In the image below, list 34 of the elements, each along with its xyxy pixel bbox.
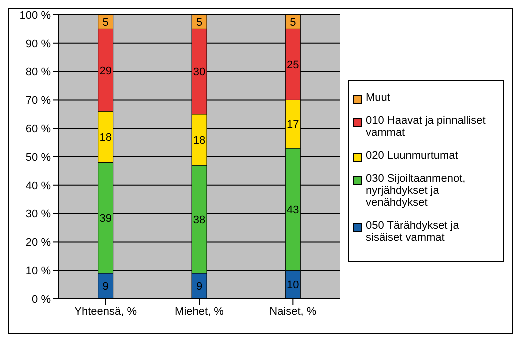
data-label: 5 bbox=[196, 17, 203, 30]
legend-label: 030 Sijoiltaanmenot, nyrjähdykset ja venähdykset bbox=[366, 173, 467, 209]
x-tick-label: Naiset, % bbox=[270, 306, 317, 318]
y-tick-label: 70 % bbox=[26, 95, 52, 108]
y-tick-label: 100 % bbox=[20, 10, 52, 22]
x-tick-label: Miehet, % bbox=[175, 306, 224, 318]
legend-label: 010 Haavat ja pinnalliset vammat bbox=[366, 115, 487, 139]
data-label: 25 bbox=[287, 60, 300, 72]
data-label: 5 bbox=[102, 17, 109, 30]
y-tick-label: 90 % bbox=[26, 38, 52, 50]
data-label: 43 bbox=[287, 204, 300, 216]
data-label: 17 bbox=[287, 119, 300, 132]
y-tick-label: 0 % bbox=[32, 294, 52, 306]
data-label: 18 bbox=[193, 134, 206, 147]
data-label: 30 bbox=[193, 66, 206, 79]
data-label: 5 bbox=[290, 17, 296, 30]
x-tick-label: Yhteensä, % bbox=[74, 306, 138, 318]
data-label: 9 bbox=[102, 281, 109, 294]
y-tick-label: 50 % bbox=[26, 152, 52, 164]
y-tick-label: 60 % bbox=[26, 124, 52, 136]
y-tick-label: 20 % bbox=[26, 237, 52, 250]
data-label: 9 bbox=[196, 281, 203, 294]
data-label: 38 bbox=[193, 214, 206, 226]
y-tick-label: 40 % bbox=[26, 180, 52, 192]
y-tick-label: 10 % bbox=[26, 266, 52, 278]
legend-label: Muut bbox=[366, 92, 390, 104]
y-tick-label: 80 % bbox=[26, 66, 52, 79]
data-label: 39 bbox=[100, 212, 112, 225]
data-label: 29 bbox=[100, 65, 112, 78]
data-label: 18 bbox=[100, 132, 112, 144]
data-label: 10 bbox=[287, 280, 300, 292]
y-tick-label: 30 % bbox=[26, 208, 52, 221]
legend-label: 020 Luunmurtumat bbox=[366, 150, 458, 162]
legend-label: 050 Tärähdykset ja sisäiset vammat bbox=[366, 220, 460, 244]
